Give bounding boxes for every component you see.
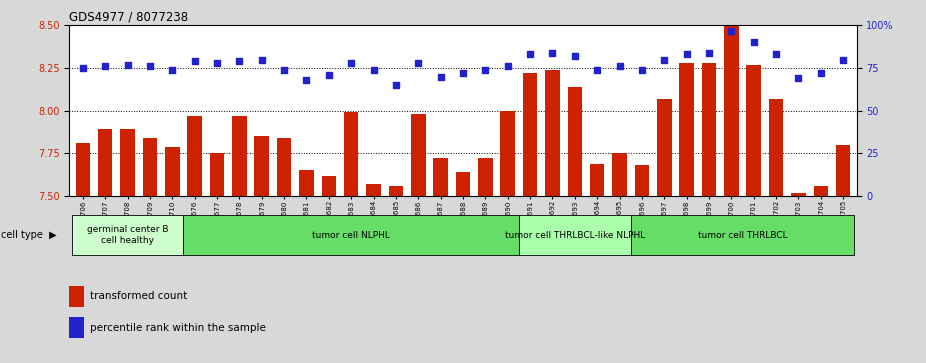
Bar bbox=[456, 172, 470, 196]
Point bbox=[255, 57, 269, 62]
Bar bbox=[702, 63, 716, 196]
Bar bbox=[143, 138, 157, 196]
Bar bbox=[634, 165, 649, 196]
FancyBboxPatch shape bbox=[631, 215, 855, 255]
Bar bbox=[210, 153, 224, 196]
Point bbox=[590, 67, 605, 73]
Point bbox=[411, 60, 426, 66]
Bar bbox=[76, 143, 90, 196]
Bar bbox=[814, 186, 828, 196]
Text: cell type  ▶: cell type ▶ bbox=[1, 230, 56, 240]
Bar bbox=[232, 116, 246, 196]
Bar bbox=[523, 73, 537, 196]
Bar bbox=[680, 63, 694, 196]
FancyBboxPatch shape bbox=[71, 215, 183, 255]
Point bbox=[165, 67, 180, 73]
Point bbox=[277, 67, 292, 73]
Bar bbox=[255, 136, 269, 196]
Bar bbox=[98, 130, 112, 196]
Bar bbox=[389, 186, 403, 196]
Point bbox=[456, 70, 470, 76]
Bar bbox=[769, 99, 783, 196]
Point bbox=[813, 70, 828, 76]
Point bbox=[702, 50, 717, 56]
Point bbox=[791, 76, 806, 81]
Bar bbox=[478, 159, 493, 196]
Point bbox=[232, 58, 247, 64]
Bar bbox=[612, 153, 627, 196]
Point bbox=[769, 52, 783, 57]
Point bbox=[568, 53, 582, 59]
Point bbox=[299, 77, 314, 83]
Point bbox=[478, 67, 493, 73]
Bar bbox=[836, 145, 850, 196]
Point bbox=[634, 67, 649, 73]
FancyBboxPatch shape bbox=[519, 215, 631, 255]
FancyBboxPatch shape bbox=[183, 215, 519, 255]
Bar bbox=[411, 114, 426, 196]
Bar bbox=[69, 317, 83, 338]
Point bbox=[98, 64, 113, 69]
Point bbox=[836, 57, 851, 62]
Text: germinal center B
cell healthy: germinal center B cell healthy bbox=[87, 225, 169, 245]
Point bbox=[120, 62, 135, 68]
Bar bbox=[344, 113, 358, 196]
Point bbox=[75, 65, 90, 71]
Point bbox=[746, 40, 761, 45]
Bar bbox=[321, 176, 336, 196]
Bar bbox=[568, 87, 582, 196]
Point bbox=[612, 64, 627, 69]
Text: GDS4977 / 8077238: GDS4977 / 8077238 bbox=[69, 11, 189, 24]
Text: tumor cell THRLBCL: tumor cell THRLBCL bbox=[697, 231, 787, 240]
Bar bbox=[500, 111, 515, 196]
Bar bbox=[69, 286, 83, 307]
Point bbox=[500, 64, 515, 69]
Bar bbox=[590, 164, 605, 196]
Point bbox=[433, 74, 448, 79]
Point bbox=[187, 58, 202, 64]
Text: transformed count: transformed count bbox=[90, 291, 187, 302]
Bar bbox=[277, 138, 292, 196]
Point bbox=[143, 64, 157, 69]
Text: tumor cell NLPHL: tumor cell NLPHL bbox=[312, 231, 390, 240]
Text: tumor cell THRLBCL-like NLPHL: tumor cell THRLBCL-like NLPHL bbox=[505, 231, 644, 240]
Point bbox=[209, 60, 224, 66]
Point bbox=[657, 57, 671, 62]
Bar bbox=[299, 170, 314, 196]
Point bbox=[344, 60, 358, 66]
Bar bbox=[120, 130, 135, 196]
Point bbox=[389, 82, 404, 88]
Text: percentile rank within the sample: percentile rank within the sample bbox=[90, 323, 266, 333]
Point bbox=[366, 67, 381, 73]
Bar bbox=[791, 193, 806, 196]
Bar bbox=[724, 25, 739, 196]
Bar bbox=[367, 184, 381, 196]
Bar bbox=[433, 159, 448, 196]
Point bbox=[724, 28, 739, 33]
Bar bbox=[165, 147, 180, 196]
Bar bbox=[545, 70, 559, 196]
Point bbox=[321, 72, 336, 78]
Bar bbox=[657, 99, 671, 196]
Point bbox=[545, 50, 560, 56]
Bar bbox=[746, 65, 761, 196]
Bar bbox=[187, 116, 202, 196]
Point bbox=[679, 52, 694, 57]
Point bbox=[522, 52, 537, 57]
